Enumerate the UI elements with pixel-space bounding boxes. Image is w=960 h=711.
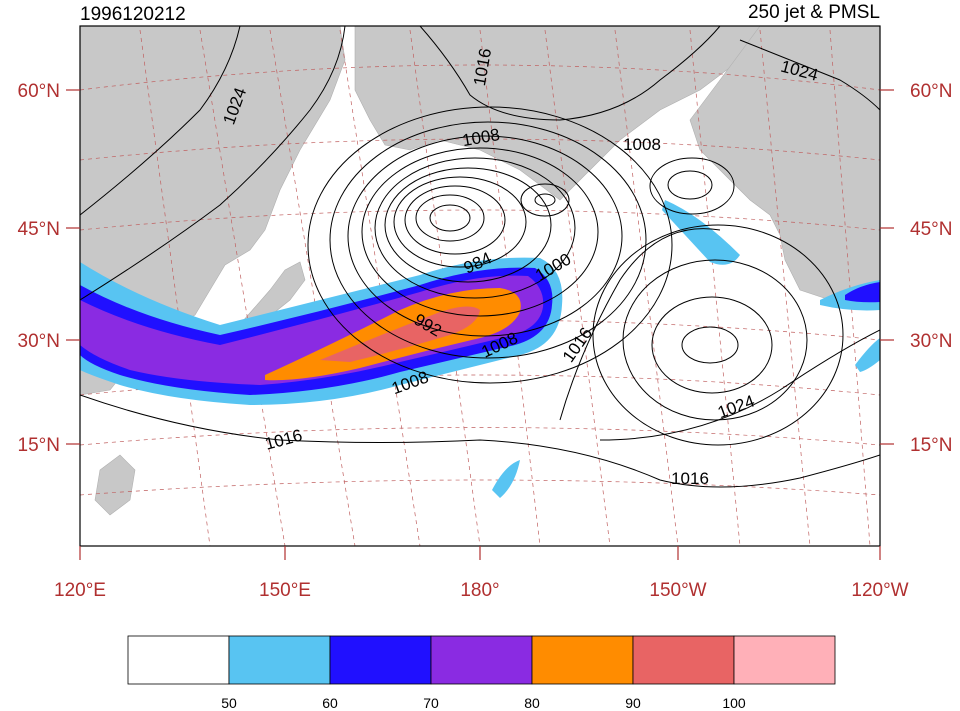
lat-label: 60°N (910, 81, 952, 102)
colorbar: 50 60 70 80 90 100 (127, 635, 836, 711)
lat-label: 45°N (18, 219, 60, 240)
colorbar-label: 100 (722, 695, 746, 711)
secondary-low-inner (534, 193, 556, 207)
colorbar-swatch (127, 635, 230, 685)
lat-labels-right: 60°N 45°N 30°N 15°N (910, 81, 952, 456)
contour-1016-north (419, 26, 721, 121)
low-contour-2 (415, 194, 485, 242)
contour-1016-east (559, 228, 721, 421)
colorbar-swatch (733, 635, 836, 685)
high-contour-2 (651, 296, 773, 394)
colorbar-swatch (329, 635, 432, 685)
plot-area: 1024 1016 1024 1008 1008 984 1000 992 10… (80, 26, 880, 546)
jet-band-90-100 (320, 306, 480, 362)
contour-1024-west (80, 26, 241, 216)
jet-patch-east (662, 200, 740, 265)
colorbar-swatch (632, 635, 735, 685)
map-field-title: 250 jet & PMSL (748, 2, 880, 23)
low-contour-8 (347, 135, 623, 337)
lon-label: 180° (460, 580, 499, 601)
jet-patch-coast-core (845, 282, 880, 303)
lat-label: 60°N (18, 81, 60, 102)
high-contour-3 (622, 259, 808, 421)
north-high (667, 170, 713, 200)
colorbar-label: 80 (524, 695, 540, 711)
lat-label: 30°N (18, 331, 60, 352)
secondary-low (520, 183, 570, 217)
colorbar-swatch (430, 635, 533, 685)
pressure-contours (80, 26, 880, 488)
map-date-title: 1996120212 (80, 4, 186, 25)
low-contour-7 (361, 147, 599, 317)
colorbar-label: 60 (322, 695, 338, 711)
lat-labels-left: 60°N 45°N 30°N 15°N (18, 81, 60, 456)
lon-label: 120°W (851, 580, 908, 601)
low-contour-9 (329, 121, 647, 359)
high-contour-4 (592, 224, 844, 446)
lat-label: 15°N (910, 435, 952, 456)
colorbar-label: 50 (221, 695, 237, 711)
contour-1024-ne (739, 39, 880, 111)
contour-1016-south (80, 394, 880, 488)
north-high-2 (649, 157, 735, 215)
lon-label: 150°W (649, 580, 706, 601)
low-contour-4 (393, 176, 527, 268)
contour-label: 1016 (671, 469, 709, 488)
jet-patch-southeast (855, 338, 880, 372)
jet-patch-south (492, 460, 520, 498)
colorbar-swatch (531, 635, 634, 685)
high-contour-1 (681, 326, 739, 364)
tick-marks (66, 89, 894, 560)
colorbar-label: 70 (423, 695, 439, 711)
lon-label: 120°E (54, 580, 106, 601)
low-contour-5 (384, 167, 552, 283)
philippines-islands (94, 454, 136, 516)
colorbar-swatch (228, 635, 331, 685)
lat-label: 45°N (910, 219, 952, 240)
colorbar-label: 90 (625, 695, 641, 711)
contour-1016-west (80, 26, 346, 301)
contour-1024-south (599, 329, 880, 441)
lon-labels: 120°E 150°E 180° 150°W 120°W (54, 580, 909, 601)
low-contour-6 (374, 157, 576, 299)
low-contour-1 (429, 204, 471, 232)
lon-label: 150°E (259, 580, 311, 601)
alaska-landmass (354, 26, 761, 201)
lat-label: 15°N (18, 435, 60, 456)
contour-label: 1008 (623, 135, 661, 154)
low-contour-3 (404, 185, 506, 255)
lat-label: 30°N (910, 331, 952, 352)
